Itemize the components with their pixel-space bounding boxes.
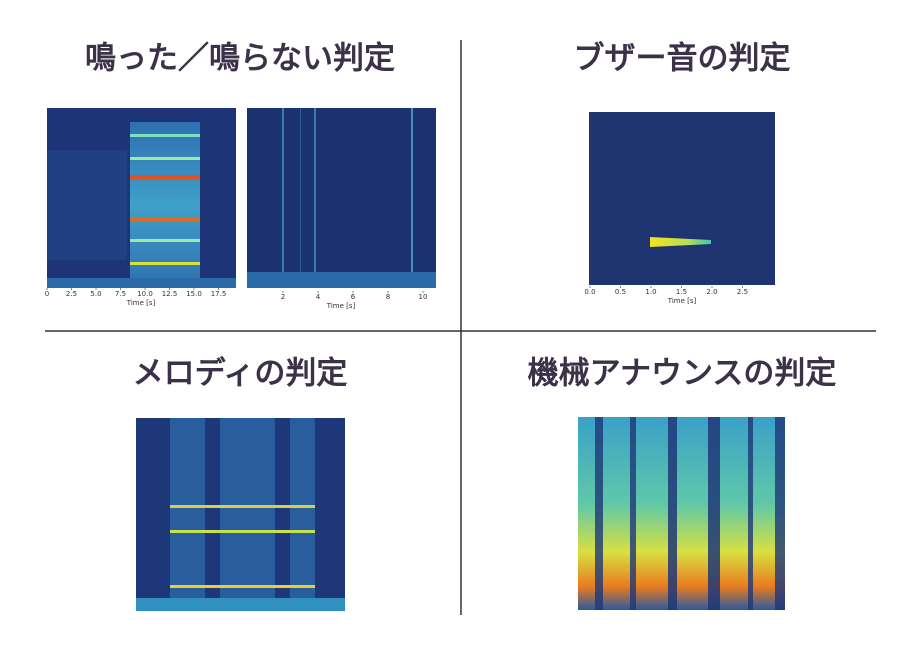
x-tick-label: 10.0 [137, 290, 153, 298]
axis-label: Time [s] [326, 302, 356, 310]
x-tick-label: 5.0 [90, 290, 101, 298]
x-tick-label: 6 [351, 293, 356, 301]
x-tick-label: 7.5 [115, 290, 126, 298]
spectrogram [589, 112, 775, 285]
axis-label: Time [s] [126, 299, 156, 307]
spectrogram [247, 108, 436, 288]
panel-title: 鳴った／鳴らない判定 [85, 41, 395, 77]
spectrogram [136, 418, 345, 611]
spectrogram [578, 417, 785, 610]
panel-title: メロディの判定 [133, 356, 348, 392]
x-tick-label: 2.5 [66, 290, 77, 298]
x-tick-label: 4 [316, 293, 321, 301]
panel-title: ブザー音の判定 [574, 41, 791, 77]
axis-label: Time [s] [667, 297, 697, 305]
x-tick-label: 2.5 [737, 288, 748, 296]
x-tick-label: 1.5 [676, 288, 687, 296]
x-tick-label: 0 [45, 290, 49, 298]
x-tick-label: 8 [386, 293, 390, 301]
x-tick-label: 1.0 [645, 288, 656, 296]
x-tick-label: 10 [419, 293, 428, 301]
x-tick-label: 2.0 [706, 288, 717, 296]
x-tick-label: 2 [281, 293, 285, 301]
x-tick-label: 17.5 [211, 290, 227, 298]
spectrogram [47, 108, 236, 288]
panel-title: 機械アナウンスの判定 [528, 356, 837, 392]
x-tick-label: 0.5 [615, 288, 626, 296]
x-tick-label: 0.0 [584, 288, 595, 296]
x-tick-label: 15.0 [186, 290, 202, 298]
x-tick-label: 12.5 [162, 290, 178, 298]
